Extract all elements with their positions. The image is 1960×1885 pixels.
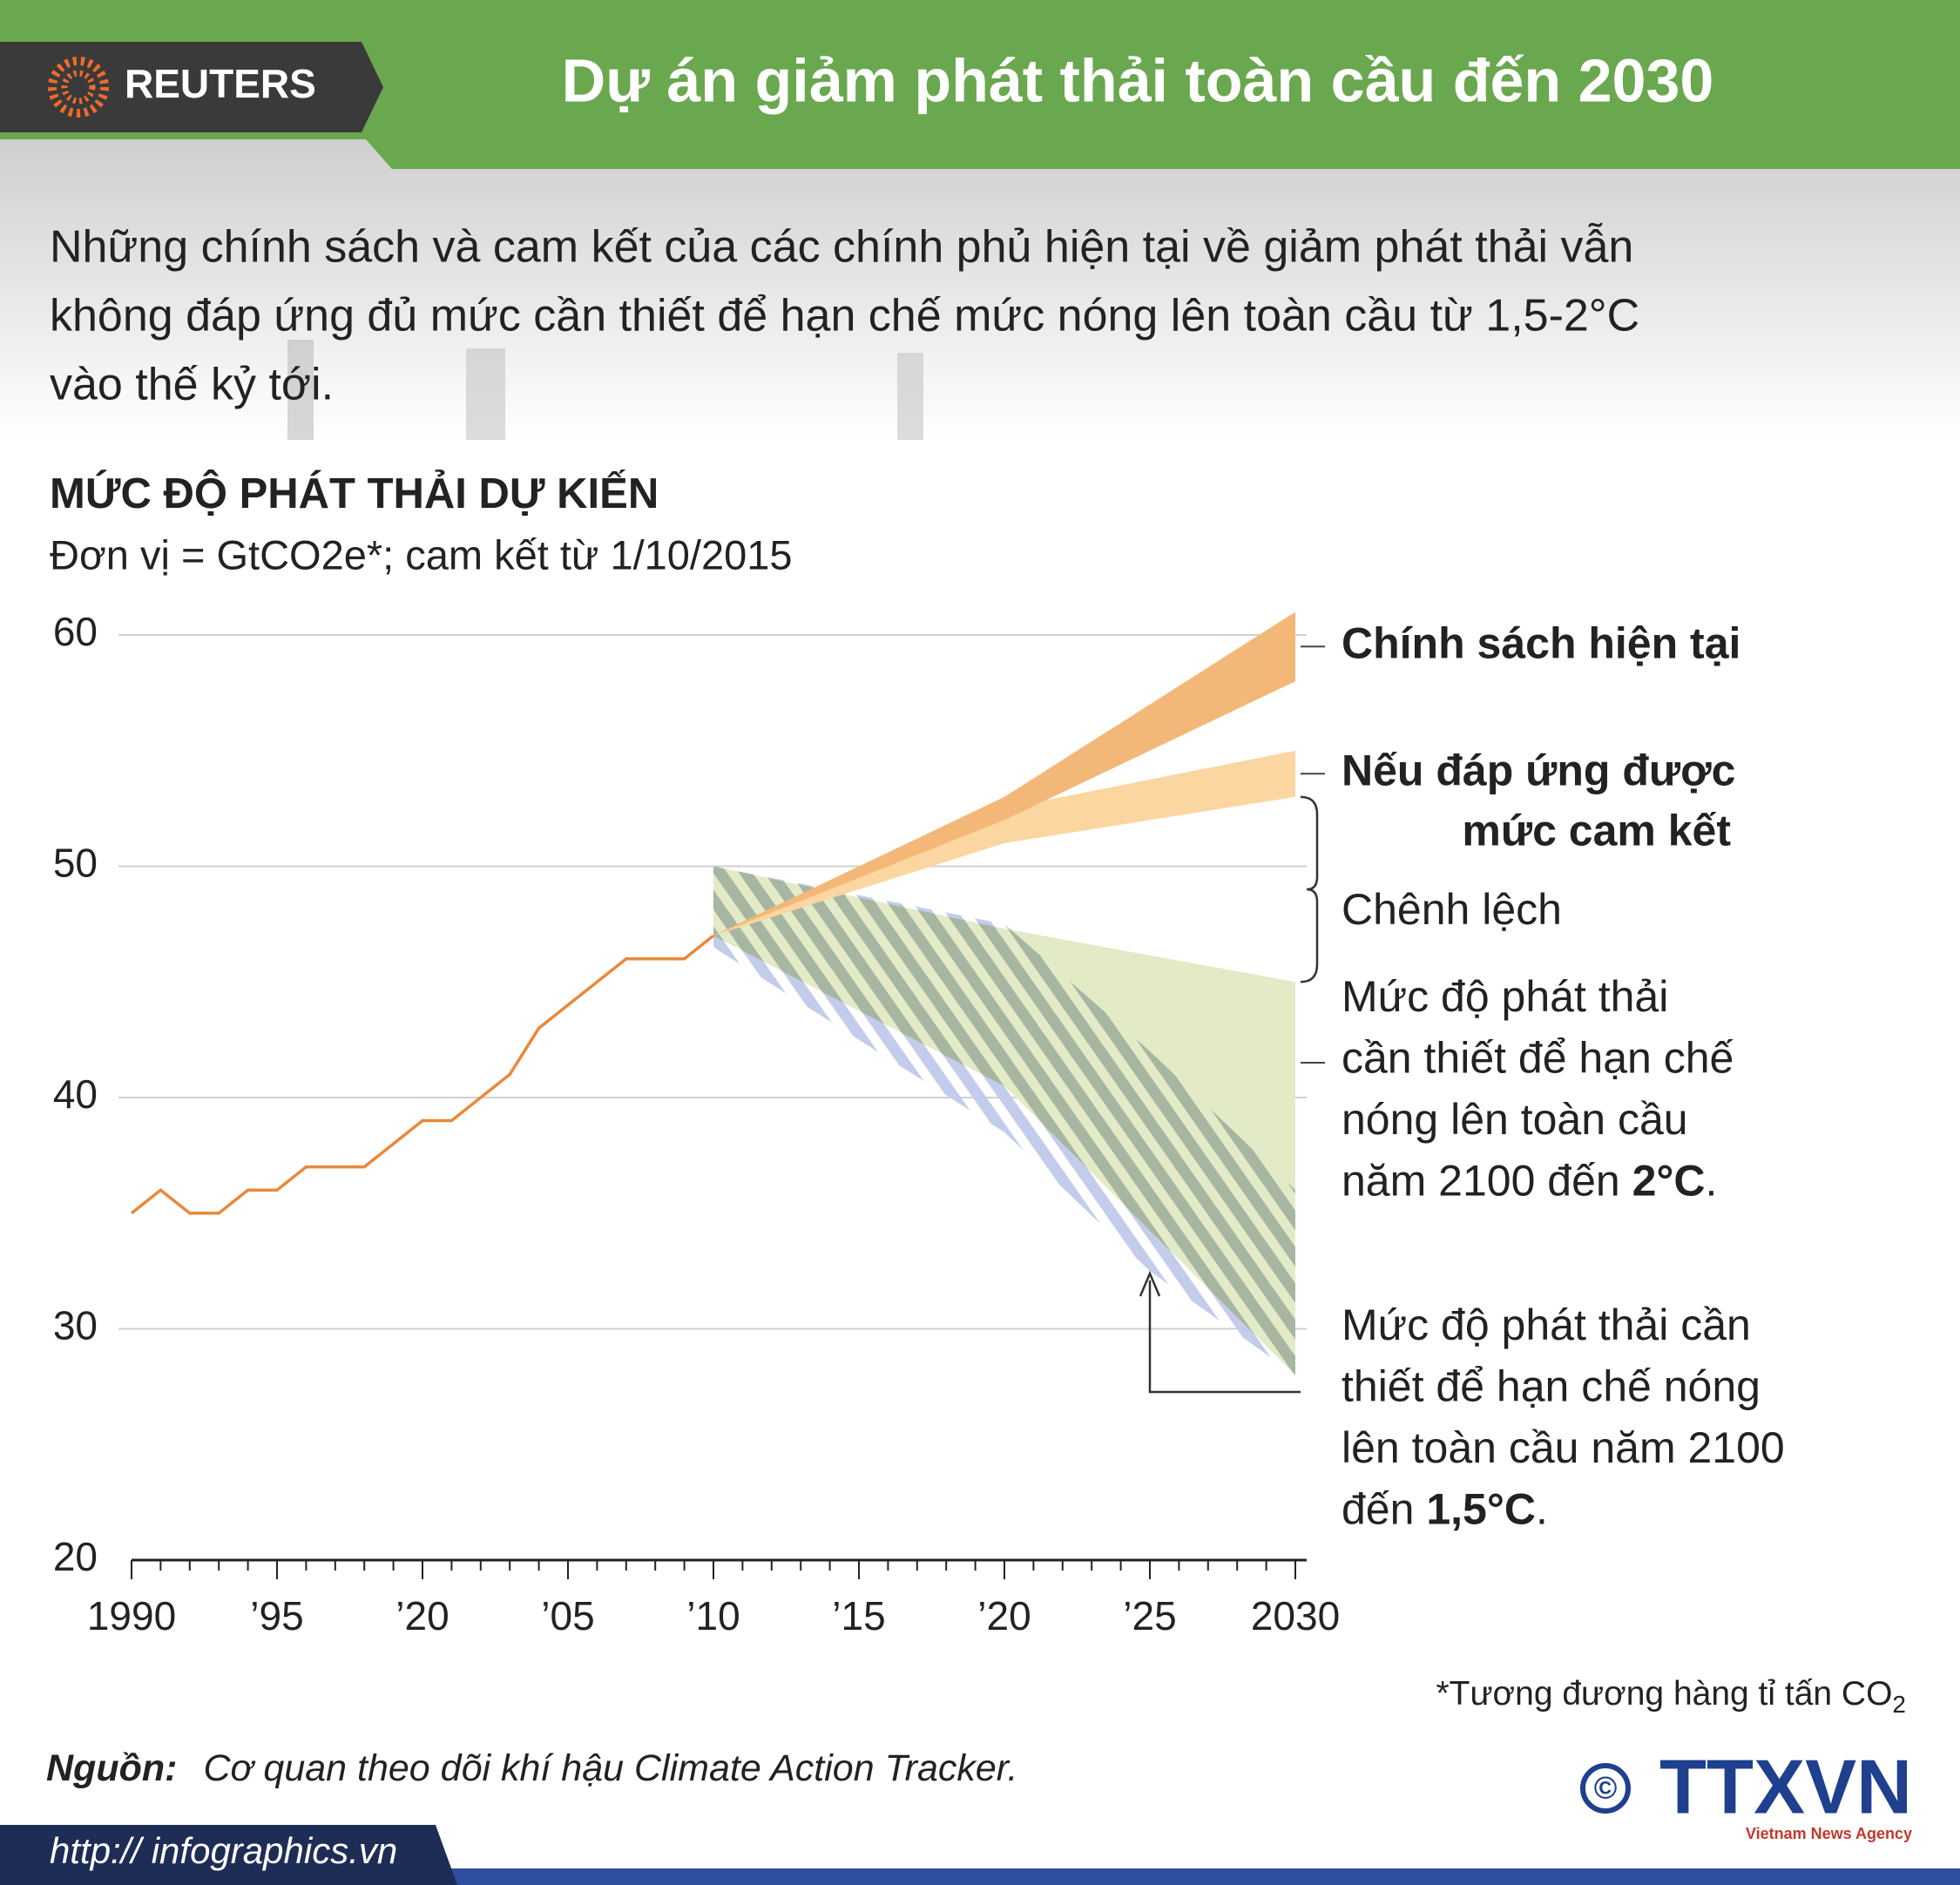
x-tick-label: ’20	[977, 1593, 1031, 1638]
band-label-text: đến	[1342, 1485, 1426, 1534]
band-label-text: Nếu đáp ứng được	[1342, 747, 1735, 795]
band-label: đến 1,5°C.	[1342, 1485, 1548, 1534]
logo-mark: ©	[1594, 1770, 1618, 1806]
band-label: Mức độ phát thải	[1342, 972, 1668, 1021]
logo-tagline: Vietnam News Agency	[1746, 1825, 1912, 1842]
logo-name: TTXVN	[1659, 1743, 1912, 1829]
band-label: Nếu đáp ứng được	[1342, 747, 1735, 795]
footnote-sub: 2	[1892, 1691, 1906, 1718]
intro-line: không đáp ứng đủ mức cần thiết để hạn ch…	[50, 291, 1639, 341]
intro-line: Những chính sách và cam kết của các chín…	[50, 222, 1633, 273]
band-label-end: .	[1706, 1157, 1718, 1206]
intro-line: vào thế kỷ tới.	[50, 360, 334, 410]
band-label-text: cần thiết để hạn chế	[1342, 1034, 1734, 1083]
band-label-text: mức cam kết	[1462, 807, 1731, 855]
footer-bar	[0, 1825, 457, 1885]
band-label-text: Mức độ phát thải cần	[1342, 1301, 1751, 1349]
band-label-text: lên toàn cầu năm 2100	[1342, 1423, 1785, 1472]
x-tick-label: ’10	[686, 1593, 740, 1638]
source-text: Cơ quan theo dõi khí hậu Climate Action …	[203, 1747, 1017, 1789]
x-tick-label: 1990	[87, 1593, 176, 1638]
band-label-text: nóng lên toàn cầu	[1342, 1095, 1688, 1144]
band	[713, 750, 1295, 936]
band-label: Chính sách hiện tại	[1342, 618, 1740, 667]
y-tick-label: 30	[53, 1303, 98, 1348]
y-tick-label: 50	[53, 841, 98, 886]
band-label-end: .	[1536, 1485, 1548, 1534]
chart-subtitle: Đơn vị = GtCO2e*; cam kết từ 1/10/2015	[50, 531, 793, 578]
x-tick-label: ’95	[250, 1593, 303, 1638]
band-label: năm 2100 đến 2°C.	[1342, 1157, 1717, 1206]
band-label: mức cam kết	[1462, 807, 1731, 855]
gap-label: Chênh lệch	[1342, 885, 1562, 934]
chimney	[466, 348, 505, 440]
x-tick-label: ’15	[832, 1593, 885, 1638]
pointer-line	[1148, 1280, 1301, 1394]
url: http:// infographics.vn	[50, 1830, 397, 1871]
band-label: lên toàn cầu năm 2100	[1342, 1423, 1785, 1472]
band-label: cần thiết để hạn chế	[1342, 1034, 1734, 1083]
source: Nguồn: Cơ quan theo dõi khí hậu Climate A…	[46, 1747, 1017, 1789]
footnote: *Tương đương hàng tỉ tấn CO2	[1436, 1675, 1906, 1718]
band-label-bold: 2°C	[1632, 1157, 1706, 1206]
pointer-head	[1139, 1270, 1161, 1297]
x-tick-label: ’20	[395, 1593, 449, 1638]
header-bar	[0, 0, 1960, 169]
x-tick-label: ’25	[1123, 1593, 1176, 1638]
x-tick-label: ’05	[541, 1593, 594, 1638]
title: Dự án giảm phát thải toàn cầu đến 2030	[562, 46, 1714, 114]
chimney	[897, 353, 923, 440]
band-label-text: thiết để hạn chế nóng	[1342, 1362, 1761, 1411]
chimney	[287, 340, 314, 440]
chart-title: MỨC ĐỘ PHÁT THẢI DỰ KIẾN	[50, 470, 659, 517]
history-line	[130, 934, 715, 1215]
band-label-bold: 1,5°C	[1426, 1485, 1536, 1534]
band-label: Mức độ phát thải cần	[1342, 1301, 1751, 1349]
footer-line	[0, 1868, 1960, 1885]
y-tick-label: 20	[53, 1534, 98, 1579]
brand-logo	[48, 57, 109, 118]
band-label-text: Mức độ phát thải	[1342, 972, 1668, 1021]
y-tick-label: 60	[53, 609, 98, 654]
band-label-text: Chính sách hiện tại	[1342, 618, 1740, 667]
band-label-text: năm 2100 đến	[1342, 1157, 1632, 1206]
y-tick-label: 40	[53, 1071, 98, 1117]
logo-circle	[1580, 1763, 1631, 1814]
source-label: Nguồn:	[46, 1747, 177, 1789]
brand-name: REUTERS	[125, 61, 316, 106]
gap-brace	[1300, 795, 1319, 983]
band-label: nóng lên toàn cầu	[1342, 1095, 1688, 1144]
footnote-text: *Tương đương hàng tỉ tấn CO	[1436, 1675, 1892, 1713]
x-tick-label: 2030	[1251, 1593, 1340, 1638]
band-label: thiết để hạn chế nóng	[1342, 1362, 1761, 1411]
